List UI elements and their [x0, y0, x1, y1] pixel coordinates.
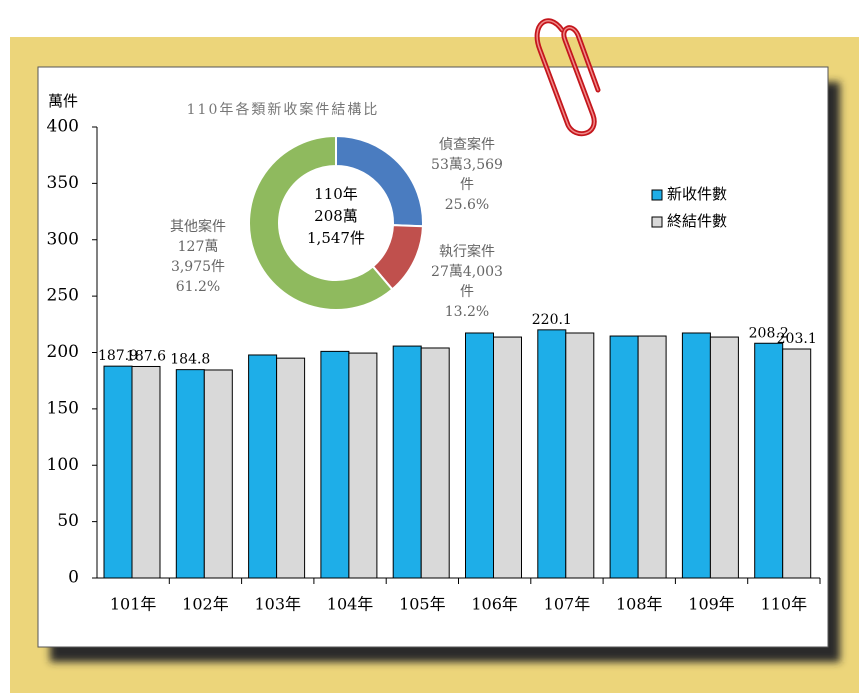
y-tick-label: 350 [47, 173, 79, 193]
y-tick-label: 150 [47, 398, 79, 418]
bar [175, 369, 205, 579]
paper-clip [534, 18, 601, 137]
y-tick-label: 100 [47, 455, 79, 475]
bar [131, 365, 161, 579]
bar [493, 336, 522, 579]
slice-label: 127萬 [178, 239, 219, 255]
slice-label: 25.6% [445, 197, 489, 213]
slice-label: 27萬4,003 [431, 264, 503, 280]
x-tick-label: 110年 [761, 595, 808, 614]
slice-label: 13.2% [445, 304, 489, 320]
bar [276, 357, 306, 579]
y-tick-label: 250 [47, 286, 79, 306]
x-tick-label: 107年 [544, 595, 591, 614]
bar [782, 348, 812, 579]
slice-label: 其他案件 [170, 218, 226, 235]
slice-label: 執行案件 [439, 243, 495, 260]
y-tick-label: 200 [47, 342, 79, 362]
bar [637, 335, 667, 579]
y-tick-label: 0 [68, 568, 79, 588]
legend-label: 終結件數 [667, 212, 727, 230]
center-label: 208萬 [314, 207, 358, 225]
x-tick-label: 104年 [327, 595, 374, 614]
legend-swatch [651, 216, 663, 228]
donut-title: 110年各類新收案件結構比 [187, 101, 380, 118]
bar [203, 369, 233, 579]
y-tick-label: 50 [57, 511, 79, 531]
bar [392, 345, 422, 579]
x-tick-label: 108年 [616, 595, 663, 614]
bar [537, 329, 567, 579]
data-label: 187.9 [98, 348, 138, 364]
bar [348, 352, 378, 579]
slice-label: 偵查案件 [439, 136, 495, 153]
bar [709, 336, 739, 579]
center-label: 1,547件 [307, 229, 365, 247]
bar [465, 332, 494, 579]
x-tick-label: 109年 [688, 595, 735, 614]
data-label: 203.1 [777, 331, 817, 347]
bar [420, 347, 450, 579]
bar [754, 342, 784, 579]
bar [609, 335, 639, 579]
slice-label: 件 [460, 177, 474, 193]
bar [320, 350, 350, 579]
slice-label: 件 [460, 284, 474, 300]
donut-slice [248, 134, 394, 311]
slice-label: 61.2% [176, 279, 220, 295]
x-tick-label: 106年 [471, 595, 518, 614]
x-tick-label: 102年 [182, 595, 229, 614]
data-label: 184.8 [170, 352, 210, 368]
y-axis-label: 萬件 [48, 92, 78, 110]
x-tick-label: 101年 [110, 595, 157, 614]
data-label: 208.2 [749, 325, 789, 341]
bar [248, 354, 278, 579]
legend-label: 新收件數 [667, 185, 727, 203]
y-tick-label: 400 [47, 117, 79, 137]
legend-swatch [651, 189, 663, 201]
slice-label: 53萬3,569 [431, 157, 503, 173]
center-label: 110年 [314, 185, 358, 203]
y-tick-label: 300 [47, 229, 79, 249]
data-label: 187.6 [126, 348, 166, 364]
x-tick-label: 103年 [254, 595, 301, 614]
bar [681, 332, 711, 579]
bar [103, 365, 133, 579]
bar [565, 332, 595, 579]
slice-label: 3,975件 [171, 259, 225, 275]
data-label: 220.1 [532, 312, 572, 328]
x-tick-label: 105年 [399, 595, 446, 614]
